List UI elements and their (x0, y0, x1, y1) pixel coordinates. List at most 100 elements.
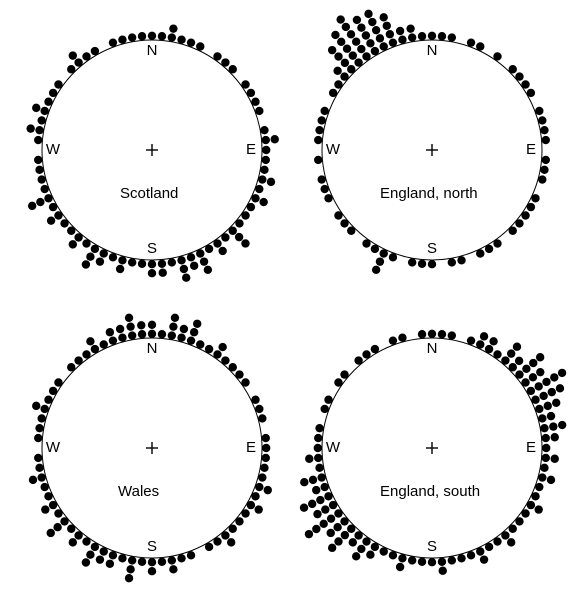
data-dot (235, 219, 243, 227)
data-dot (320, 520, 328, 528)
data-dot (467, 38, 475, 46)
data-dot (260, 126, 268, 134)
data-dot (34, 434, 42, 442)
data-dot (34, 454, 42, 462)
data-dot (54, 211, 62, 219)
data-dot (251, 396, 259, 404)
data-dot (229, 525, 237, 533)
panel-wales: NESWWales (29, 314, 272, 583)
data-dot (366, 39, 374, 47)
data-dot (542, 454, 550, 462)
data-dot (380, 42, 388, 50)
data-dot (229, 65, 237, 73)
data-dot (485, 345, 493, 353)
data-dot (148, 321, 156, 329)
data-dot (49, 387, 57, 395)
data-dot (418, 260, 426, 268)
data-dot (362, 537, 370, 545)
data-dot (480, 555, 488, 563)
data-dot (205, 345, 213, 353)
data-dot (126, 322, 134, 330)
rose-chart-grid: NESWScotlandNESWEngland, northNESWWalesN… (0, 0, 584, 600)
data-dot (229, 363, 237, 371)
data-dot (255, 483, 263, 491)
data-dot (54, 378, 62, 386)
data-dot (128, 556, 136, 564)
data-dot (317, 175, 325, 183)
data-dot (148, 558, 156, 566)
data-dot (357, 45, 365, 53)
data-dot (314, 434, 322, 442)
data-dot (168, 258, 176, 266)
data-dot (372, 26, 380, 34)
data-dot (347, 30, 355, 38)
data-dot (168, 33, 176, 41)
dir-label-n: N (147, 340, 158, 357)
data-dot (531, 492, 539, 500)
data-dot (515, 370, 523, 378)
data-dot (82, 260, 90, 268)
data-dot (507, 349, 515, 357)
dir-label-n: N (427, 340, 438, 357)
data-dot (334, 52, 342, 60)
data-dot (406, 24, 414, 32)
data-dot (254, 505, 262, 513)
data-dot (148, 32, 156, 40)
data-dot (69, 240, 77, 248)
data-dot (218, 343, 226, 351)
data-dot (205, 543, 213, 551)
data-dot (448, 33, 456, 41)
data-dot (542, 156, 550, 164)
data-dot (229, 227, 237, 235)
data-dot (418, 330, 426, 338)
data-dot (74, 233, 82, 241)
data-dot (428, 260, 436, 268)
data-dot (556, 384, 564, 392)
data-dot (262, 444, 270, 452)
data-dot (40, 483, 48, 491)
data-dot (347, 525, 355, 533)
data-dot (334, 80, 342, 88)
dir-label-w: W (46, 141, 61, 158)
data-dot (187, 336, 195, 344)
data-dot (383, 22, 391, 30)
data-dot (539, 392, 547, 400)
data-dot (204, 266, 212, 274)
data-dot (538, 414, 546, 422)
data-dot (513, 343, 521, 351)
data-dot (515, 357, 523, 365)
data-dot (308, 500, 316, 508)
data-dot (324, 194, 332, 202)
data-dot (352, 38, 360, 46)
data-dot (535, 483, 543, 491)
data-dot (29, 476, 37, 484)
data-dot (418, 558, 426, 566)
dir-label-e: E (246, 439, 256, 456)
data-dot (340, 72, 348, 80)
data-dot (509, 65, 517, 73)
data-dot (324, 492, 332, 500)
data-dot (264, 486, 272, 494)
data-dot (527, 203, 535, 211)
data-dot (148, 330, 156, 338)
data-dot (116, 325, 124, 333)
data-dot (109, 253, 117, 261)
data-dot (247, 203, 255, 211)
data-dot (69, 538, 77, 546)
data-dot (213, 239, 221, 247)
data-dot (380, 13, 388, 21)
data-dot (428, 330, 436, 338)
data-dot (551, 455, 559, 463)
data-dot (448, 556, 456, 564)
data-dot (300, 478, 308, 486)
data-dot (169, 565, 177, 573)
data-dot (485, 245, 493, 253)
data-dot (96, 555, 104, 563)
data-dot (398, 35, 406, 43)
data-dot (389, 336, 397, 344)
data-dot (260, 166, 268, 174)
data-dot (251, 492, 259, 500)
data-dot (547, 412, 555, 420)
data-dot (40, 405, 48, 413)
data-dot (334, 378, 342, 386)
